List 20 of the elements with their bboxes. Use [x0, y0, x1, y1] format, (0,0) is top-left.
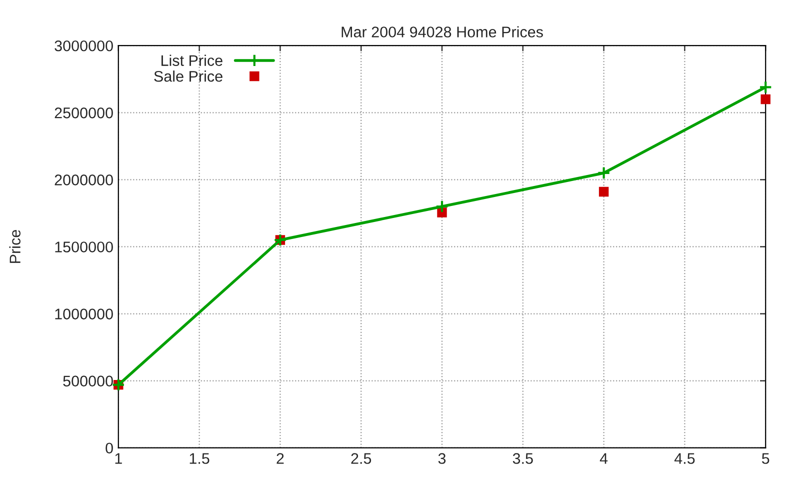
y-tick-label: 2500000 — [54, 108, 113, 118]
x-tick-label: 1 — [115, 453, 122, 464]
x-tick-label: 4 — [600, 453, 608, 464]
x-tick-label: 3.5 — [512, 453, 533, 464]
y-tick-label: 0 — [106, 442, 113, 454]
x-tick-label: 4.5 — [674, 453, 695, 464]
x-tick-label: 3 — [438, 453, 446, 464]
y-tick-label: 1500000 — [55, 242, 113, 252]
y-tick-label: 2000000 — [54, 174, 113, 186]
x-tick-label: 5 — [762, 453, 770, 464]
y-tick-label: 3000000 — [54, 40, 113, 52]
x-tick-label: 1.5 — [190, 453, 210, 464]
y-tick-label: 500000 — [63, 376, 113, 386]
y-tick-label: 1000000 — [55, 308, 113, 320]
x-tick-label: 2 — [276, 453, 284, 464]
legend-label: Sale Price — [154, 70, 222, 82]
chart-title: Mar 2004 94028 Home Prices — [342, 26, 543, 38]
legend-label: List Price — [162, 54, 222, 66]
x-tick-label: 2.5 — [351, 453, 372, 464]
y-axis-title: Price — [9, 230, 20, 263]
